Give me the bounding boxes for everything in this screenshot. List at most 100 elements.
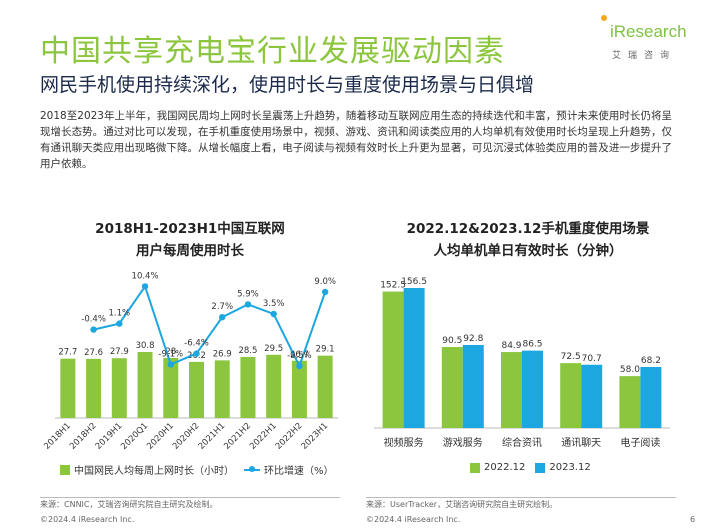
chart2-legend: 2022.12 2023.12 (470, 462, 601, 473)
growth-point (90, 326, 97, 333)
growth-point (116, 320, 123, 327)
x-tick-label: 综合资讯 (502, 436, 542, 449)
bar-value-label: 72.5 (561, 352, 581, 362)
source-note-left: 来源：CNNIC，艾瑞咨询研究院自主研究及绘制。 (40, 500, 218, 509)
legend-item-2023: 2023.12 (535, 462, 591, 473)
bar (86, 358, 102, 418)
bar-2023.12 (522, 350, 543, 428)
bar-2022.12 (560, 363, 582, 428)
bar-value-label: 86.5 (522, 340, 542, 350)
x-tick-label: 视频服务 (384, 436, 424, 449)
page-number: 6 (690, 515, 696, 524)
bar-value-label: 70.7 (582, 354, 602, 364)
legend-item-growth: 环比增速（%） (244, 462, 334, 477)
chart2-title-line2: 人均单机单日有效时长（分钟） (433, 243, 623, 259)
bar-value-label: 27.7 (58, 348, 77, 358)
bar-value-label: 58.0 (620, 365, 640, 375)
growth-value-label: 3.5% (263, 299, 285, 309)
bar (163, 358, 179, 418)
legend-swatch-line (244, 465, 260, 472)
bar-value-label: 92.8 (463, 334, 483, 344)
legend-label-hours: 中国网民人均每周上网时长（小时） (74, 466, 234, 477)
growth-point (141, 283, 149, 290)
bar (111, 358, 127, 418)
x-tick-label: 电子阅读 (620, 436, 660, 449)
bar-2023.12 (462, 344, 484, 428)
iresearch-logo: iResearch 艾瑞咨询 (596, 15, 688, 68)
bar-2022.12 (382, 291, 404, 428)
bar-value-label: 27.9 (110, 347, 129, 357)
source-note-right: 来源：UserTracker，艾瑞咨询研究院自主研究绘制。 (366, 500, 558, 509)
growth-value-label: 10.4% (132, 271, 159, 281)
source-divider-right (366, 497, 676, 498)
bar (291, 360, 307, 418)
bar (214, 360, 230, 418)
intro-paragraph: 2018至2023年上半年，我国网民周均上网时长呈震荡上升趋势，随着移动互联网应… (40, 110, 672, 170)
bar-2023.12 (581, 364, 603, 428)
growth-point (270, 310, 277, 318)
logo-wordmark: iResearch (610, 22, 687, 41)
bar-2022.12 (619, 376, 641, 428)
growth-point (321, 288, 329, 296)
growth-value-label: 9.0% (314, 277, 336, 287)
bar (189, 361, 204, 418)
bar (240, 356, 256, 418)
chart1-title-line2: 用户每周使用时长 (136, 243, 244, 259)
growth-value-label: -9.1% (158, 349, 183, 359)
growth-point (244, 301, 252, 308)
legend-item-hours: 中国网民人均每周上网时长（小时） (60, 462, 234, 477)
growth-point (296, 362, 303, 370)
chart1-legend: 中国网民人均每周上网时长（小时） 环比增速（%） (60, 462, 344, 477)
bar-2023.12 (640, 366, 662, 428)
bar-value-label: 29.5 (264, 344, 283, 354)
growth-value-label: -9.5% (287, 351, 312, 361)
growth-value-label: -6.4% (184, 339, 209, 349)
bar-value-label: 68.2 (641, 356, 661, 366)
bar-2023.12 (403, 288, 425, 428)
bar-value-label: 27.6 (84, 348, 103, 358)
copyright-right: ©2024.4 iResearch Inc. (366, 515, 461, 524)
legend-swatch-2023 (535, 462, 546, 473)
legend-swatch-2022 (470, 462, 480, 473)
legend-label-2023: 2023.12 (549, 462, 591, 473)
growth-value-label: -0.4% (81, 315, 106, 325)
chart1-title-line1: 2018H1-2023H1中国互联网 (95, 221, 285, 237)
bar-value-label: 28 (165, 347, 176, 357)
bar-value-label: 28.5 (238, 346, 257, 356)
x-tick-label: 通讯聊天 (561, 436, 601, 449)
bar-value-label: 156.5 (401, 277, 427, 287)
logo-subtext: 艾瑞咨询 (612, 51, 677, 61)
bar-value-label: 84.9 (501, 341, 521, 351)
growth-value-label: 5.9% (237, 289, 259, 299)
legend-swatch-bar (60, 464, 70, 475)
bar (60, 358, 76, 418)
legend-label-growth: 环比增速（%） (264, 466, 334, 477)
bar-value-label: 30.8 (136, 341, 155, 351)
legend-item-2022: 2022.12 (470, 462, 525, 473)
bar (317, 355, 333, 418)
x-tick-label: 游戏服务 (443, 436, 483, 449)
page-title: 中国共享充电宝行业发展驱动因素 (40, 34, 505, 69)
growth-value-label: 1.1% (109, 309, 131, 319)
logo-mark-icon (601, 15, 607, 21)
bar-value-label: 152.5 (380, 281, 406, 291)
bar (137, 352, 153, 418)
bar-value-label: 26.9 (213, 349, 232, 359)
chart2-title-line1: 2022.12&2023.12手机重度使用场景 (406, 221, 650, 237)
growth-point (219, 314, 226, 321)
legend-label-2022: 2022.12 (484, 462, 526, 473)
growth-line (93, 284, 327, 369)
bar-value-label: 29.1 (316, 345, 335, 355)
growth-value-label: 2.7% (211, 302, 233, 312)
bar-2022.12 (441, 347, 463, 428)
bar (266, 354, 282, 418)
page-subtitle: 网民手机使用持续深化，使用时长与重度使用场景与日俱增 (40, 74, 535, 96)
chart2-title: 2022.12&2023.12手机重度使用场景 人均单机单日有效时长（分钟） (378, 218, 678, 262)
source-divider-left (40, 497, 340, 498)
copyright-left: ©2024.4 iResearch Inc. (40, 515, 135, 524)
bar-value-label: 26.7 (290, 350, 309, 360)
growth-point (193, 350, 200, 357)
bar-2022.12 (501, 352, 522, 428)
